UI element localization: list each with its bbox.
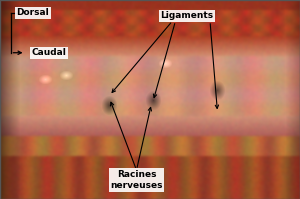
Text: Dorsal: Dorsal [16, 8, 49, 18]
Text: Ligaments: Ligaments [160, 11, 214, 20]
Text: Caudal: Caudal [32, 48, 66, 57]
Text: Racines
nerveuses: Racines nerveuses [110, 170, 163, 190]
